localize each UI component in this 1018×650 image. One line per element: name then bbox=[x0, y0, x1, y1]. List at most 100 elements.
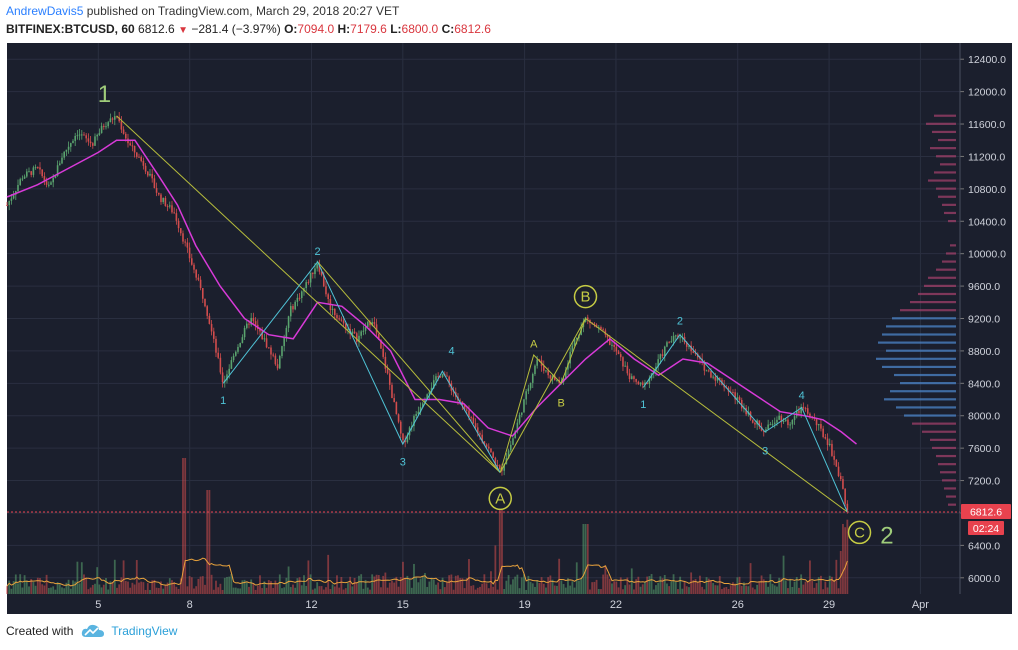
volume-bar bbox=[358, 575, 360, 594]
price-badges: 6812.6 02:24 bbox=[961, 503, 1011, 535]
candle-body bbox=[296, 297, 299, 302]
candle-body bbox=[100, 125, 103, 134]
volume-bar bbox=[298, 577, 301, 594]
candle-body bbox=[602, 329, 604, 331]
candle-body bbox=[175, 213, 178, 221]
volume-bar bbox=[747, 586, 750, 594]
candle-body bbox=[404, 440, 406, 443]
volume-bar bbox=[688, 587, 690, 594]
candle-body bbox=[377, 333, 380, 340]
candle-body bbox=[336, 315, 338, 319]
candle-body bbox=[320, 271, 323, 276]
candle-body bbox=[122, 129, 125, 134]
volume-bar bbox=[813, 587, 816, 594]
candle-body bbox=[809, 413, 811, 417]
volume-bar bbox=[523, 574, 525, 594]
candle-body bbox=[421, 403, 424, 408]
time-axis[interactable] bbox=[7, 594, 1012, 614]
wave-line bbox=[499, 318, 586, 473]
candle-body bbox=[232, 355, 235, 361]
candle-body bbox=[265, 338, 268, 348]
candle-body bbox=[718, 377, 721, 380]
candle-body bbox=[732, 392, 734, 394]
volume-bar bbox=[347, 583, 349, 594]
volume-bar bbox=[21, 587, 24, 594]
candle-body bbox=[439, 376, 442, 378]
volume-bar bbox=[261, 588, 264, 594]
price-axis[interactable] bbox=[960, 43, 1012, 594]
candle-body bbox=[492, 452, 494, 458]
candle-body bbox=[817, 424, 820, 426]
volume-bar bbox=[243, 579, 246, 594]
volume-bar bbox=[89, 587, 92, 594]
volume-bar bbox=[415, 576, 418, 594]
profile-bar bbox=[946, 252, 956, 255]
candle-body bbox=[173, 212, 175, 214]
volume-bar bbox=[138, 582, 140, 594]
volume-bar bbox=[204, 584, 206, 594]
volume-bar bbox=[494, 545, 497, 594]
volume-bar bbox=[740, 585, 743, 594]
volume-bar bbox=[569, 585, 572, 594]
candle-body bbox=[509, 444, 512, 451]
candle-body bbox=[72, 140, 74, 144]
profile-bar bbox=[896, 406, 956, 409]
candle-body bbox=[593, 323, 596, 325]
candle-body bbox=[569, 351, 571, 364]
author-link[interactable]: AndrewDavis5 bbox=[6, 4, 84, 18]
profile-bar bbox=[936, 187, 956, 190]
candle-body bbox=[531, 374, 534, 383]
candle-body bbox=[23, 176, 26, 179]
volume-bar bbox=[529, 581, 532, 594]
candle-body bbox=[52, 177, 54, 183]
volume-bar bbox=[668, 586, 671, 594]
volume-bar bbox=[430, 577, 433, 594]
volume-bar bbox=[10, 588, 13, 594]
candle-body bbox=[230, 360, 233, 369]
candle-body bbox=[496, 465, 499, 467]
symbol-label: BITFINEX:BTCUSD, 60 bbox=[6, 22, 135, 36]
candle-body bbox=[274, 355, 277, 365]
profile-bar bbox=[946, 495, 956, 498]
candle-body bbox=[534, 365, 536, 375]
volume-bar bbox=[215, 580, 217, 594]
candle-body bbox=[188, 247, 191, 259]
volume-bar bbox=[773, 585, 776, 594]
candle-body bbox=[113, 116, 116, 120]
candle-body bbox=[243, 327, 246, 338]
candle-body bbox=[43, 176, 46, 181]
candle-body bbox=[424, 399, 426, 404]
candle-body bbox=[483, 441, 486, 445]
volume-bar bbox=[443, 587, 446, 594]
candle-body bbox=[527, 388, 530, 392]
y-tick-label: 10800.0 bbox=[968, 184, 1006, 196]
volume-bar bbox=[831, 576, 833, 594]
volume-bar bbox=[648, 576, 651, 594]
candle-body bbox=[767, 424, 769, 430]
volume-bar bbox=[677, 589, 679, 594]
overlay-lines bbox=[6, 115, 960, 513]
tradingview-link[interactable]: TradingView bbox=[111, 624, 178, 638]
candle-body bbox=[542, 366, 545, 371]
candle-body bbox=[789, 424, 791, 426]
candle-body bbox=[714, 376, 717, 381]
candle-body bbox=[226, 374, 228, 381]
profile-bar bbox=[936, 155, 956, 158]
candle-body bbox=[204, 298, 206, 307]
volume-bar bbox=[129, 587, 132, 594]
volume-bar bbox=[52, 586, 55, 594]
candle-body bbox=[677, 335, 679, 338]
volume-bar bbox=[549, 575, 552, 594]
volume-bar bbox=[732, 582, 734, 594]
candle-body bbox=[793, 416, 796, 420]
candle-body bbox=[672, 335, 675, 342]
circle-marker bbox=[573, 284, 598, 309]
volume-bar bbox=[760, 575, 763, 594]
y-tick-label: 12000.0 bbox=[968, 87, 1006, 99]
volume-bar bbox=[538, 582, 541, 594]
last-price: 6812.6 bbox=[138, 22, 175, 36]
last-price-badge bbox=[961, 503, 1011, 519]
volume-bar bbox=[712, 583, 715, 594]
candle-body bbox=[87, 138, 90, 142]
